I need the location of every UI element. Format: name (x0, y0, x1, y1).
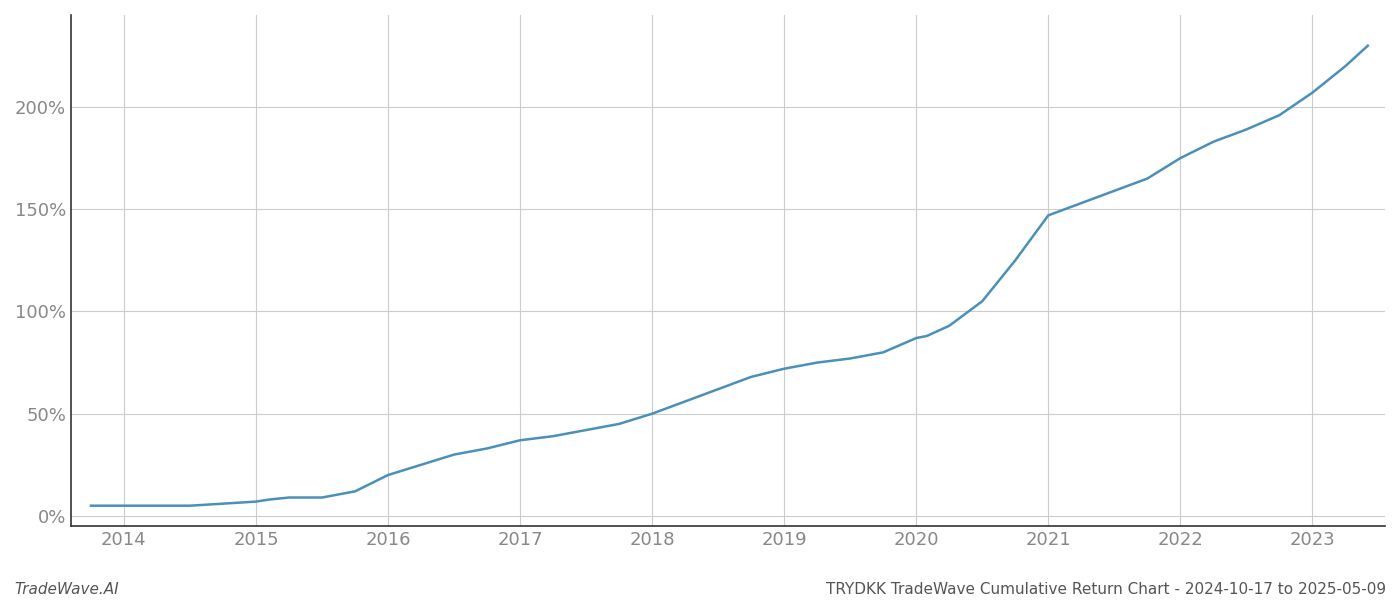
Text: TRYDKK TradeWave Cumulative Return Chart - 2024-10-17 to 2025-05-09: TRYDKK TradeWave Cumulative Return Chart… (826, 582, 1386, 597)
Text: TradeWave.AI: TradeWave.AI (14, 582, 119, 597)
